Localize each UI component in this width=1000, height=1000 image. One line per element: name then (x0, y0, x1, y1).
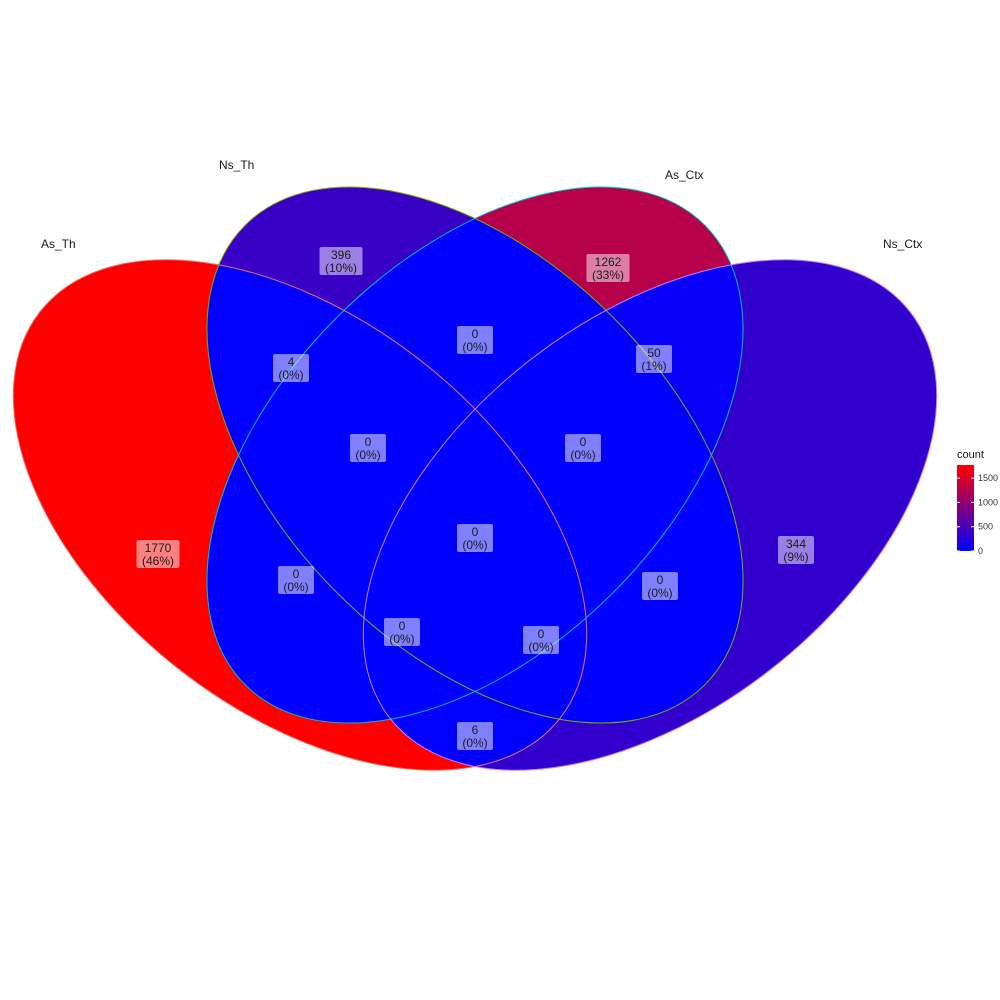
set-label-as-th: As_Th (41, 237, 76, 251)
region-label-box (350, 434, 386, 462)
region-count: 0 (538, 627, 545, 641)
color-legend: count 1500 1000 500 0 (957, 449, 998, 556)
region-label-box (457, 524, 493, 552)
region-label: 4(0%) (273, 354, 309, 382)
legend-tick-label: 1000 (978, 497, 998, 507)
region-percent: (0%) (462, 538, 487, 552)
region-label: 1262(33%) (586, 254, 630, 282)
region-percent: (0%) (528, 640, 553, 654)
region-label-box (565, 434, 601, 462)
region-percent: (0%) (462, 340, 487, 354)
legend-title: count (957, 449, 984, 461)
region-count: 1770 (145, 541, 172, 555)
region-label-box (136, 540, 180, 568)
region-count: 0 (580, 435, 587, 449)
region-count: 0 (472, 525, 479, 539)
region-percent: (9%) (783, 550, 808, 564)
region-count: 4 (288, 355, 295, 369)
legend-tick-label: 1500 (978, 473, 998, 483)
region-label-box (457, 326, 493, 354)
region-label: 0(0%) (384, 618, 420, 646)
region-label: 0(0%) (457, 524, 493, 552)
set-labels: As_Th Ns_Th As_Ctx Ns_Ctx (41, 158, 922, 251)
region-percent: (0%) (278, 368, 303, 382)
set-label-ns-th: Ns_Th (219, 158, 254, 172)
region-labels: 1770(46%)396(10%) 1262(33%)344(9%)4(0%)0(… (136, 247, 814, 750)
region-label: 6(0%) (457, 722, 493, 750)
region-count: 0 (399, 619, 406, 633)
region-count: 6 (472, 723, 479, 737)
region-label-box (319, 247, 363, 275)
region-label: 0(0%) (642, 572, 678, 600)
set-label-ns-ctx: Ns_Ctx (883, 237, 922, 251)
legend-tick-label: 500 (978, 522, 993, 532)
region-count: 0 (365, 435, 372, 449)
region-count: 0 (472, 327, 479, 341)
region-label: 0(0%) (565, 434, 601, 462)
region-percent: (0%) (462, 736, 487, 750)
region-label: 0(0%) (523, 626, 559, 654)
region-count: 0 (657, 573, 664, 587)
region-count: 344 (786, 537, 806, 551)
region-label: 1770(46%) (136, 540, 180, 568)
region-label: 344(9%) (778, 536, 814, 564)
region-percent: (1%) (641, 359, 666, 373)
set-label-as-ctx: As_Ctx (665, 168, 704, 182)
region-label-box (642, 572, 678, 600)
region-label-box (384, 618, 420, 646)
region-percent: (0%) (570, 448, 595, 462)
region-label: 0(0%) (457, 326, 493, 354)
region-label-box (523, 626, 559, 654)
region-percent: (0%) (647, 586, 672, 600)
region-label: 50(1%) (636, 345, 672, 373)
region-label: 0(0%) (350, 434, 386, 462)
region-percent: (0%) (283, 580, 308, 594)
legend-tick-label: 0 (978, 546, 983, 556)
region-percent: (10%) (325, 261, 357, 275)
region-label: 0(0%) (278, 566, 314, 594)
region-count: 396 (331, 248, 351, 262)
legend-colorbar (957, 465, 974, 551)
region-label-box (457, 722, 493, 750)
region-label-box (278, 566, 314, 594)
region-count: 1262 (595, 255, 622, 269)
region-label-box (586, 254, 630, 282)
region-percent: (0%) (389, 632, 414, 646)
region-percent: (33%) (592, 268, 624, 282)
region-percent: (0%) (355, 448, 380, 462)
region-label-box (273, 354, 309, 382)
region-count: 50 (647, 346, 661, 360)
region-label-box (636, 345, 672, 373)
region-label: 396(10%) (319, 247, 363, 275)
region-count: 0 (293, 567, 300, 581)
region-percent: (46%) (142, 554, 174, 568)
region-label-box (778, 536, 814, 564)
